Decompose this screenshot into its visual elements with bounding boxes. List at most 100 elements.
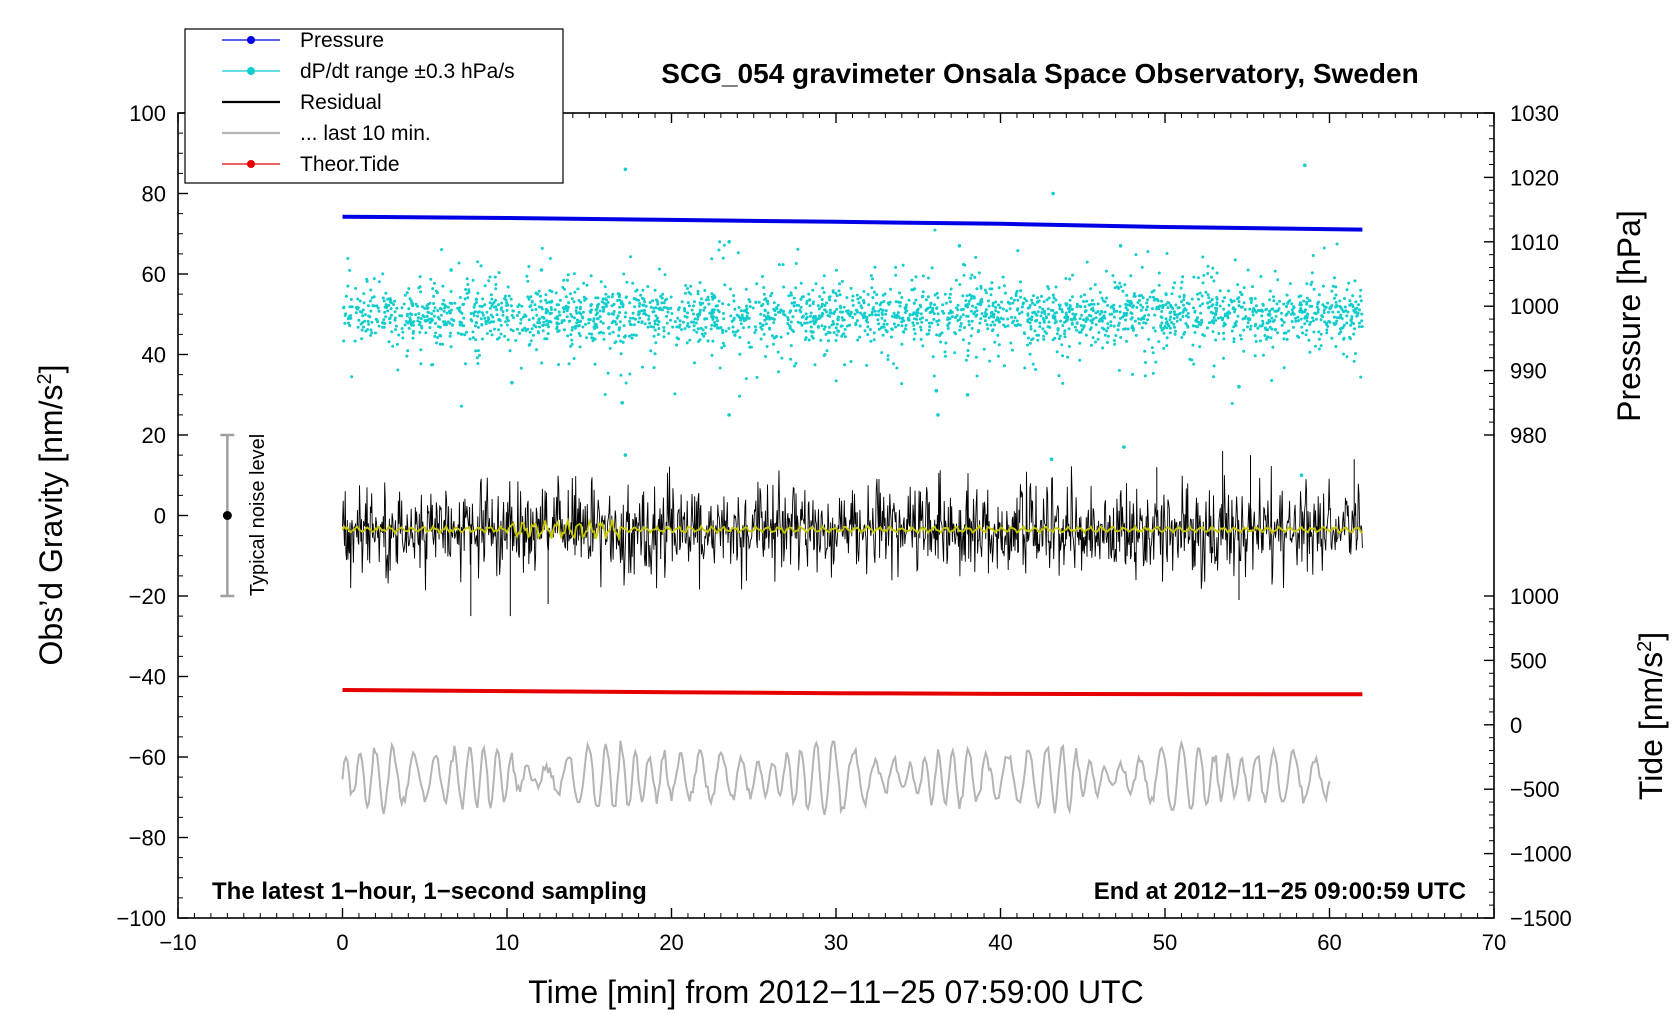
dpdt-point	[1015, 319, 1019, 323]
dpdt-point	[894, 300, 898, 304]
dpdt-point	[570, 297, 574, 301]
dpdt-point	[1335, 242, 1339, 246]
dpdt-point	[411, 304, 415, 308]
dpdt-point	[898, 304, 902, 308]
dpdt-point	[1094, 340, 1097, 344]
dpdt-point	[527, 297, 531, 301]
dpdt-point	[969, 334, 973, 338]
dpdt-point	[419, 317, 423, 321]
dpdt-point	[497, 318, 501, 321]
dpdt-point	[394, 324, 398, 328]
dpdt-point	[1335, 319, 1339, 323]
dpdt-point	[996, 333, 1000, 337]
dpdt-point	[921, 274, 925, 278]
dpdt-point	[521, 315, 525, 319]
dpdt-point	[1268, 312, 1272, 316]
dpdt-point	[1310, 271, 1314, 275]
dpdt-point	[1271, 307, 1275, 311]
dpdt-point	[804, 312, 808, 316]
dpdt-point	[956, 308, 960, 312]
dpdt-point	[1156, 299, 1160, 303]
dpdt-point	[1104, 269, 1108, 273]
dpdt-point	[1227, 310, 1231, 314]
dpdt-point	[1321, 284, 1325, 288]
dpdt-point	[393, 318, 397, 322]
y-tick-label: 60	[142, 262, 166, 287]
dpdt-point	[446, 305, 450, 309]
dpdt-point	[828, 331, 832, 335]
dpdt-point	[475, 356, 479, 360]
dpdt-point	[556, 317, 560, 321]
dpdt-point	[1205, 326, 1209, 330]
dpdt-point	[828, 311, 832, 315]
dpdt-point	[739, 309, 743, 313]
dpdt-point	[493, 275, 497, 279]
dpdt-point	[601, 321, 605, 325]
dpdt-point	[835, 307, 839, 311]
dpdt-point	[652, 306, 656, 310]
dpdt-point	[1254, 310, 1258, 314]
dpdt-point	[403, 323, 407, 327]
dpdt-point	[1251, 313, 1255, 317]
dpdt-point	[1016, 323, 1020, 326]
dpdt-point	[856, 338, 860, 342]
dpdt-point	[962, 273, 966, 277]
dpdt-point	[1178, 295, 1182, 299]
dpdt-point	[1012, 319, 1016, 323]
dpdt-point	[1348, 299, 1352, 303]
dpdt-point	[727, 413, 731, 417]
dpdt-point	[723, 283, 727, 287]
dpdt-point	[678, 323, 682, 327]
dpdt-point	[1310, 280, 1314, 284]
dpdt-point	[1333, 315, 1336, 319]
dpdt-point	[625, 295, 628, 299]
dpdt-point	[881, 293, 885, 297]
dpdt-point	[587, 318, 591, 321]
dpdt-point	[417, 316, 420, 320]
dpdt-point	[1300, 325, 1304, 329]
dpdt-point	[408, 316, 412, 320]
dpdt-point	[628, 319, 632, 323]
dpdt-point	[1198, 291, 1202, 295]
dpdt-point	[614, 340, 618, 344]
dpdt-point	[930, 321, 934, 325]
dpdt-point	[846, 311, 850, 315]
dpdt-point	[902, 330, 906, 334]
dpdt-point	[1165, 336, 1169, 340]
dpdt-point	[820, 311, 824, 315]
dpdt-point	[991, 328, 995, 332]
dpdt-point	[904, 303, 908, 307]
dpdt-point	[578, 345, 582, 349]
dpdt-point	[563, 306, 567, 310]
dpdt-point	[692, 312, 695, 316]
dpdt-point	[569, 333, 573, 337]
dpdt-point	[1170, 292, 1174, 296]
dpdt-point	[506, 338, 510, 342]
dpdt-point	[996, 316, 1000, 320]
dpdt-point	[974, 355, 978, 359]
dpdt-point	[1140, 294, 1143, 297]
dpdt-point	[843, 363, 847, 367]
dpdt-point	[661, 292, 665, 296]
dpdt-point	[1271, 345, 1275, 349]
x-tick-label: 30	[824, 930, 848, 955]
dpdt-point	[1303, 316, 1307, 320]
dpdt-point	[1139, 303, 1143, 307]
dpdt-point	[646, 325, 650, 329]
dpdt-point	[617, 334, 621, 338]
dpdt-point	[1001, 317, 1005, 321]
dpdt-point	[792, 296, 796, 300]
dpdt-point	[1308, 299, 1311, 303]
dpdt-point	[486, 319, 490, 323]
dpdt-point	[504, 294, 507, 298]
dpdt-point	[948, 317, 952, 321]
dpdt-point	[1118, 317, 1122, 320]
dpdt-point	[1045, 331, 1048, 335]
dpdt-point	[1148, 295, 1152, 299]
dpdt-point	[731, 330, 735, 334]
dpdt-point	[926, 295, 930, 299]
dpdt-point	[770, 334, 774, 338]
dpdt-point	[1308, 304, 1312, 308]
dpdt-point	[405, 291, 409, 295]
dpdt-point	[881, 333, 885, 337]
